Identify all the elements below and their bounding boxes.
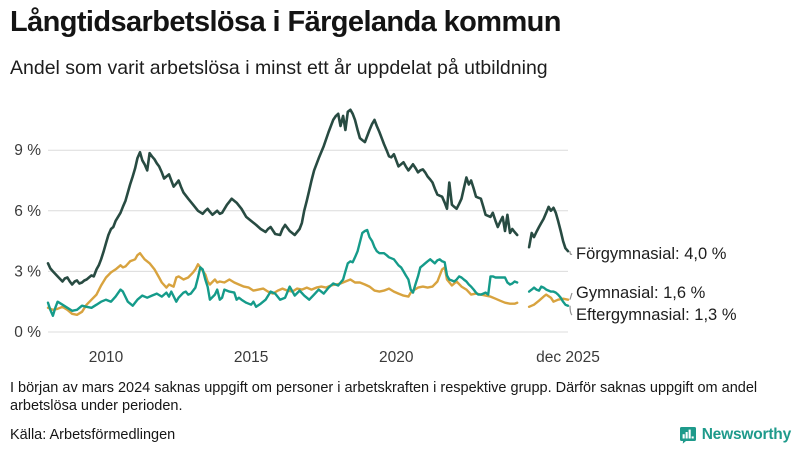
newsworthy-logo: Newsworthy xyxy=(679,426,791,444)
source-label: Källa: Arbetsförmedlingen xyxy=(10,427,176,443)
series-line-förgymnasial xyxy=(527,205,570,253)
x-axis-tick-label: 2020 xyxy=(379,349,414,366)
newsworthy-wordmark: Newsworthy xyxy=(701,426,792,443)
x-axis-tick-label: 2015 xyxy=(234,349,268,366)
series-line-gymnasial xyxy=(46,251,519,316)
y-axis-tick-label: 9 % xyxy=(14,142,41,159)
footer-row: Källa: Arbetsförmedlingen Newsworthy xyxy=(0,422,800,448)
legend-label-förgymnasial: Förgymnasial: 4,0 % xyxy=(576,245,727,263)
y-axis-tick-label: 0 % xyxy=(14,324,41,341)
footnote: I början av mars 2024 saknas uppgift om … xyxy=(10,380,758,414)
page-title: Långtidsarbetslösa i Färgelanda kommun xyxy=(10,6,561,38)
page-subtitle: Andel som varit arbetslösa i minst ett å… xyxy=(10,57,548,79)
legend-label-eftergymnasial: Eftergymnasial: 1,3 % xyxy=(576,306,737,324)
newsworthy-bar-chart-icon xyxy=(679,427,696,444)
series-line-förgymnasial xyxy=(46,108,519,286)
series-line-eftergymnasial xyxy=(46,228,519,317)
y-axis-tick-label: 3 % xyxy=(14,263,41,280)
x-axis-tick-label: dec 2025 xyxy=(536,349,600,366)
y-axis-tick-label: 6 % xyxy=(14,203,41,220)
series-line-eftergymnasial xyxy=(527,285,570,307)
x-axis-tick-label: 2010 xyxy=(89,349,124,366)
legend-leader-line xyxy=(569,292,573,300)
legend-leader-line xyxy=(569,251,573,256)
legend-label-gymnasial: Gymnasial: 1,6 % xyxy=(576,284,706,302)
legend-leader-line xyxy=(569,305,573,316)
